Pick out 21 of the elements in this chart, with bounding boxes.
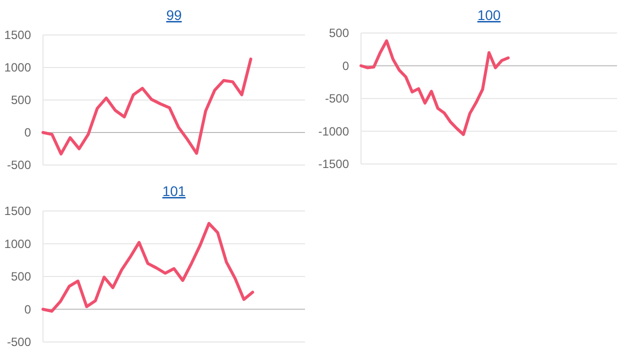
y-tick-label: 1000 [4, 236, 32, 251]
y-tick-label: 1500 [4, 28, 32, 42]
y-tick-label: 500 [328, 26, 350, 40]
chart-title: 99 [166, 7, 182, 23]
y-tick-label: 500 [10, 93, 32, 108]
chart-title: 101 [162, 183, 186, 199]
y-tick-label: 0 [24, 126, 32, 140]
y-tick-label: 500 [10, 270, 32, 284]
y-tick-label: -1500 [318, 157, 350, 172]
line-series [42, 222, 254, 313]
y-tick-label: -500 [6, 158, 32, 172]
y-tick-label: -500 [6, 335, 32, 350]
y-tick-label: -1000 [318, 124, 350, 138]
y-tick-label: 1500 [4, 204, 32, 218]
y-tick-label: 0 [24, 302, 32, 316]
y-tick-label: -500 [324, 92, 350, 106]
chart-title: 100 [477, 7, 501, 23]
line-series [360, 39, 510, 136]
line-series [42, 58, 252, 156]
y-tick-label: 1000 [4, 60, 32, 75]
y-tick-label: 0 [342, 58, 350, 73]
